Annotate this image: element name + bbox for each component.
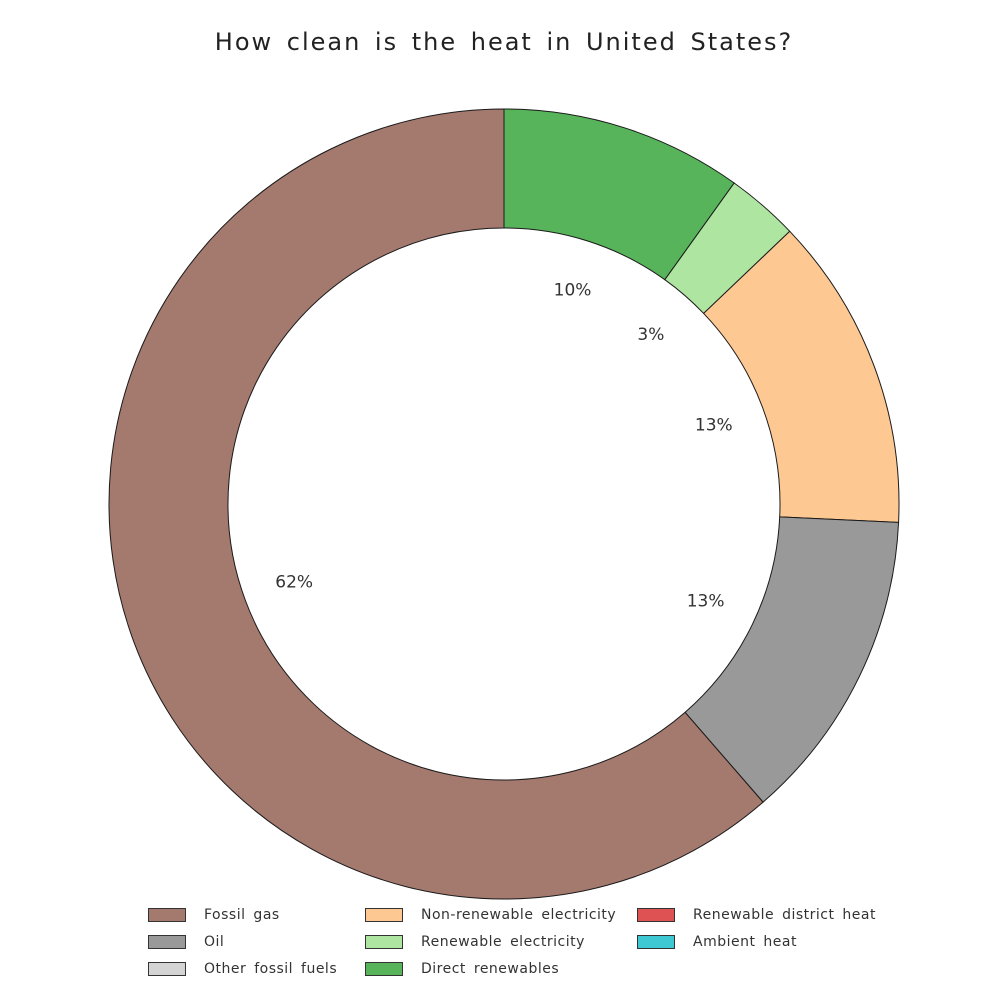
slice-fossil-gas (108, 108, 764, 900)
legend-swatch (637, 935, 675, 949)
legend-label: Renewable district heat (693, 907, 876, 923)
slice-label-fossil-gas: 62% (275, 572, 313, 592)
legend-label: Other fossil fuels (204, 961, 338, 977)
slice-label-non-renewable-electricity: 13% (695, 416, 733, 436)
legend: Fossil gas Oil Other fossil fuels Non-renew… (148, 905, 908, 987)
legend-swatch (148, 935, 186, 949)
legend-item-non-renewable-electricity: Non-renewable electricity (365, 905, 616, 925)
legend-swatch (365, 962, 403, 976)
legend-label: Ambient heat (693, 934, 797, 950)
legend-item-renewable-district-heat: Renewable district heat (637, 905, 876, 925)
slice-label-oil: 13% (687, 592, 725, 612)
slice-labels: 10% 3% 13% 13% 62% (275, 281, 732, 612)
legend-item-ambient-heat: Ambient heat (637, 932, 797, 952)
donut-slices (108, 108, 900, 900)
legend-label: Renewable electricity (421, 934, 585, 950)
legend-swatch (148, 908, 186, 922)
legend-item-fossil-gas: Fossil gas (148, 905, 280, 925)
legend-item-other-fossil-fuels: Other fossil fuels (148, 959, 337, 979)
slice-label-direct-renewables: 10% (554, 281, 592, 301)
slice-label-renewable-electricity: 3% (637, 325, 664, 345)
legend-swatch (365, 908, 403, 922)
chart-title: How clean is the heat in United States? (214, 28, 794, 56)
legend-label: Non-renewable electricity (421, 907, 617, 923)
legend-label: Fossil gas (204, 907, 280, 923)
legend-item-direct-renewables: Direct renewables (365, 959, 559, 979)
legend-swatch (637, 908, 675, 922)
legend-swatch (365, 935, 403, 949)
legend-item-oil: Oil (148, 932, 224, 952)
legend-item-renewable-electricity: Renewable electricity (365, 932, 585, 952)
legend-label: Direct renewables (421, 961, 560, 977)
legend-swatch (148, 962, 186, 976)
legend-label: Oil (204, 934, 225, 950)
